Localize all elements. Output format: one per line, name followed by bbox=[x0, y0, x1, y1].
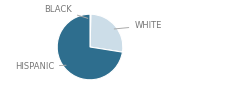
Wedge shape bbox=[90, 14, 91, 47]
Wedge shape bbox=[57, 14, 122, 80]
Wedge shape bbox=[90, 14, 123, 52]
Text: HISPANIC: HISPANIC bbox=[15, 62, 66, 71]
Text: WHITE: WHITE bbox=[114, 21, 162, 30]
Text: BLACK: BLACK bbox=[44, 5, 88, 18]
